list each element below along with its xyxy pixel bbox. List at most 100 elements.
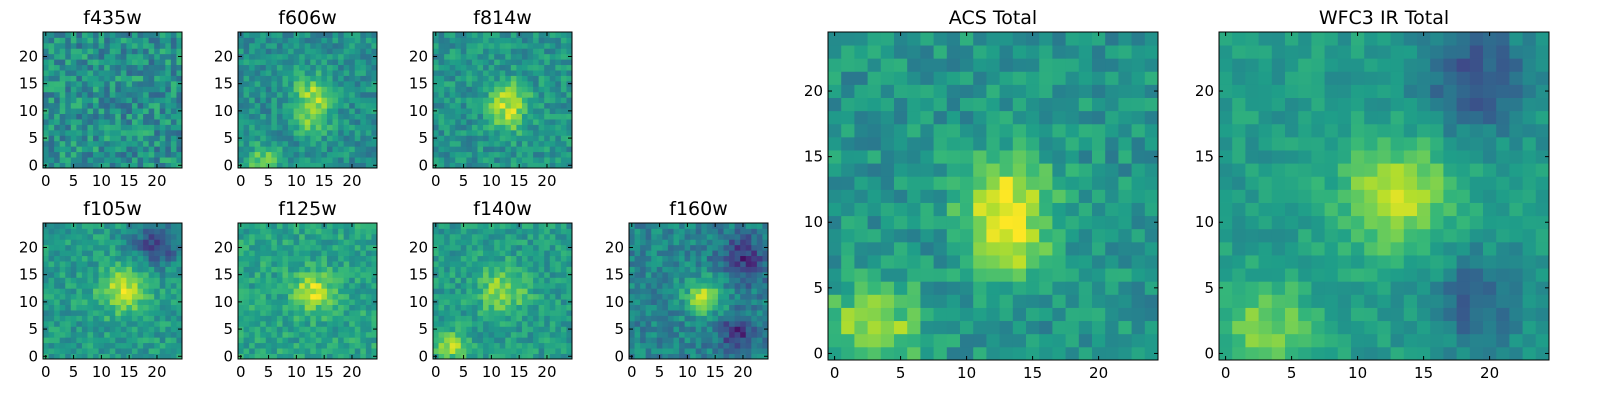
heatmap-cell [365, 266, 372, 273]
heatmap-cell [304, 70, 311, 76]
heatmap-cell [293, 48, 300, 55]
heatmap-cell [354, 342, 361, 349]
heatmap-cell [299, 75, 306, 82]
heatmap-cell [516, 277, 523, 284]
heatmap-cell [54, 320, 61, 327]
y-tick-label: 15 [605, 266, 624, 284]
heatmap-cell [310, 250, 317, 257]
heatmap-cell [438, 331, 445, 338]
heatmap-cell [243, 331, 250, 338]
heatmap-cell [488, 64, 495, 71]
heatmap-cell [629, 277, 635, 284]
heatmap-cell [315, 342, 322, 349]
heatmap-cell [751, 310, 758, 316]
heatmap-cell [629, 266, 635, 273]
heatmap-cell [360, 91, 367, 98]
heatmap-cell [460, 64, 467, 71]
heatmap-cell [131, 315, 138, 322]
heatmap-cell [444, 37, 451, 44]
heatmap-cell [87, 75, 94, 82]
heatmap-cell [126, 91, 133, 98]
heatmap-cell [494, 80, 501, 87]
heatmap-cell [433, 282, 439, 289]
heatmap-cell [756, 293, 763, 300]
heatmap-cell [143, 271, 150, 278]
heatmap-cell [360, 129, 367, 136]
heatmap-cell [444, 353, 451, 360]
heatmap-cell [254, 124, 261, 131]
heatmap-cell [762, 288, 769, 295]
heatmap-cell [505, 233, 512, 240]
heatmap-cell [560, 162, 567, 169]
heatmap-cell [254, 282, 261, 289]
heatmap-cell [365, 135, 372, 142]
heatmap-cell [360, 277, 367, 284]
heatmap-cell [488, 75, 495, 82]
heatmap-cell [365, 304, 372, 311]
heatmap-cell [867, 163, 882, 177]
heatmap-cell [449, 233, 456, 240]
heatmap-cell [365, 151, 372, 158]
heatmap-cell [349, 135, 356, 142]
heatmap-cell [527, 310, 534, 316]
heatmap-cell [120, 326, 127, 333]
heatmap-cell [159, 135, 166, 142]
heatmap-cell [282, 135, 289, 142]
heatmap-cell [544, 244, 551, 251]
heatmap-cell [315, 228, 322, 235]
heatmap-cell [455, 244, 462, 251]
heatmap-cell [1039, 281, 1053, 295]
heatmap-cell [315, 135, 322, 142]
heatmap-cell [293, 42, 300, 49]
heatmap-cell [684, 271, 691, 278]
heatmap-cell [326, 102, 333, 109]
heatmap-cell [115, 277, 122, 284]
heatmap-cell [460, 119, 467, 125]
heatmap-cell [154, 348, 161, 354]
heatmap-cell [734, 223, 741, 229]
heatmap-cell [477, 293, 484, 300]
heatmap-cell [560, 37, 567, 44]
heatmap-cell [354, 162, 361, 169]
heatmap-cell [115, 310, 122, 316]
heatmap-cell [98, 151, 105, 158]
heatmap-cell [265, 102, 272, 109]
heatmap-cell [93, 277, 99, 284]
heatmap-cell [740, 342, 747, 349]
heatmap-cell [170, 228, 177, 235]
heatmap-cell [288, 129, 294, 136]
heatmap-cell [483, 135, 489, 142]
heatmap-cell [254, 293, 261, 300]
heatmap-cell [533, 135, 540, 142]
heatmap-cell [159, 271, 166, 278]
heatmap-cell [254, 261, 261, 267]
heatmap-cell [717, 353, 724, 360]
heatmap-cell [326, 228, 333, 235]
heatmap-cell [115, 353, 122, 360]
heatmap-cell [293, 70, 300, 76]
heatmap-cell [299, 310, 306, 316]
heatmap-cell [137, 53, 144, 60]
heatmap-cell [538, 80, 545, 87]
heatmap-cell [349, 337, 356, 344]
heatmap-cell [946, 307, 961, 322]
heatmap-cell [667, 326, 674, 333]
heatmap-cell [455, 108, 462, 114]
heatmap-cell [321, 233, 328, 240]
heatmap-cell [154, 157, 161, 163]
heatmap-cell [477, 250, 484, 257]
heatmap-cell [471, 288, 478, 295]
heatmap-cell [634, 299, 641, 305]
heatmap-cell [143, 299, 150, 305]
heatmap-cell [449, 282, 456, 289]
heatmap-cell [455, 228, 462, 235]
heatmap-cell [271, 37, 278, 44]
heatmap-cell [87, 353, 94, 360]
heatmap-cell [109, 293, 116, 300]
heatmap-cell [143, 37, 150, 44]
heatmap-cell [920, 163, 934, 177]
heatmap-cell [1039, 307, 1053, 322]
heatmap-cell [76, 342, 83, 349]
heatmap-cell [165, 288, 172, 295]
heatmap-cell [751, 223, 758, 229]
